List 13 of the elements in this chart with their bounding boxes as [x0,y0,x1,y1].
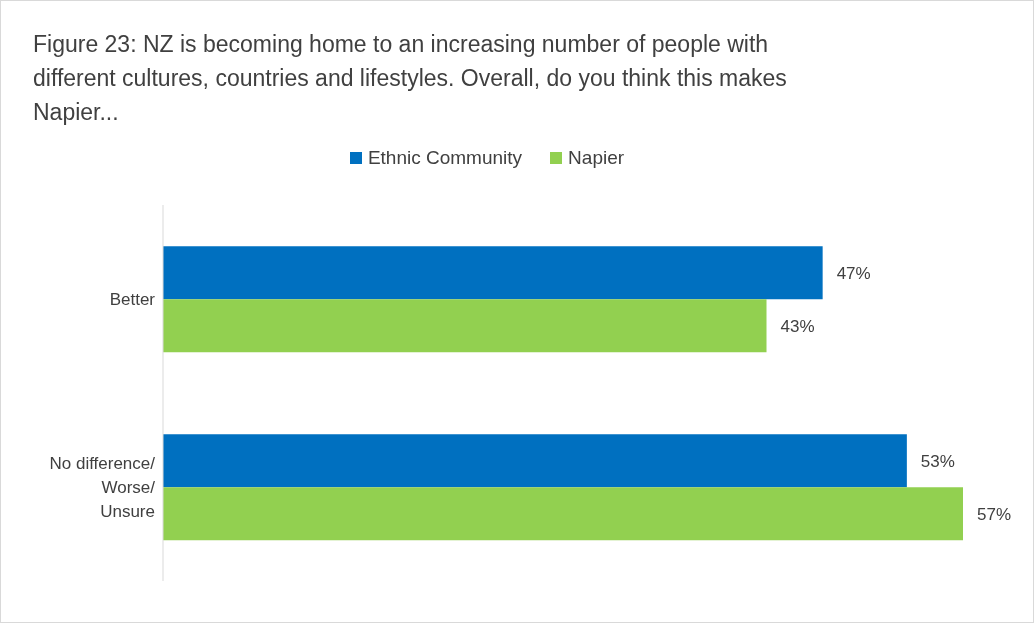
data-label: 47% [836,263,871,283]
data-label: 43% [780,316,815,336]
legend-label: Ethnic Community [366,147,523,169]
legend-label: Napier [567,147,625,169]
y-tick-label: No difference/Worse/Unsure [49,453,156,521]
data-label: 57% [977,504,1012,524]
chart-title: Figure 23: NZ is becoming home to an increasing number of people with different cultures, countries and lifestyles. Overall, do you think this makes Napier... [33,30,788,127]
bar [163,246,823,300]
y-tick-label: Better [109,289,156,309]
bar [163,487,963,541]
data-label: 53% [920,451,955,471]
bar [163,434,907,488]
bar [163,299,767,353]
